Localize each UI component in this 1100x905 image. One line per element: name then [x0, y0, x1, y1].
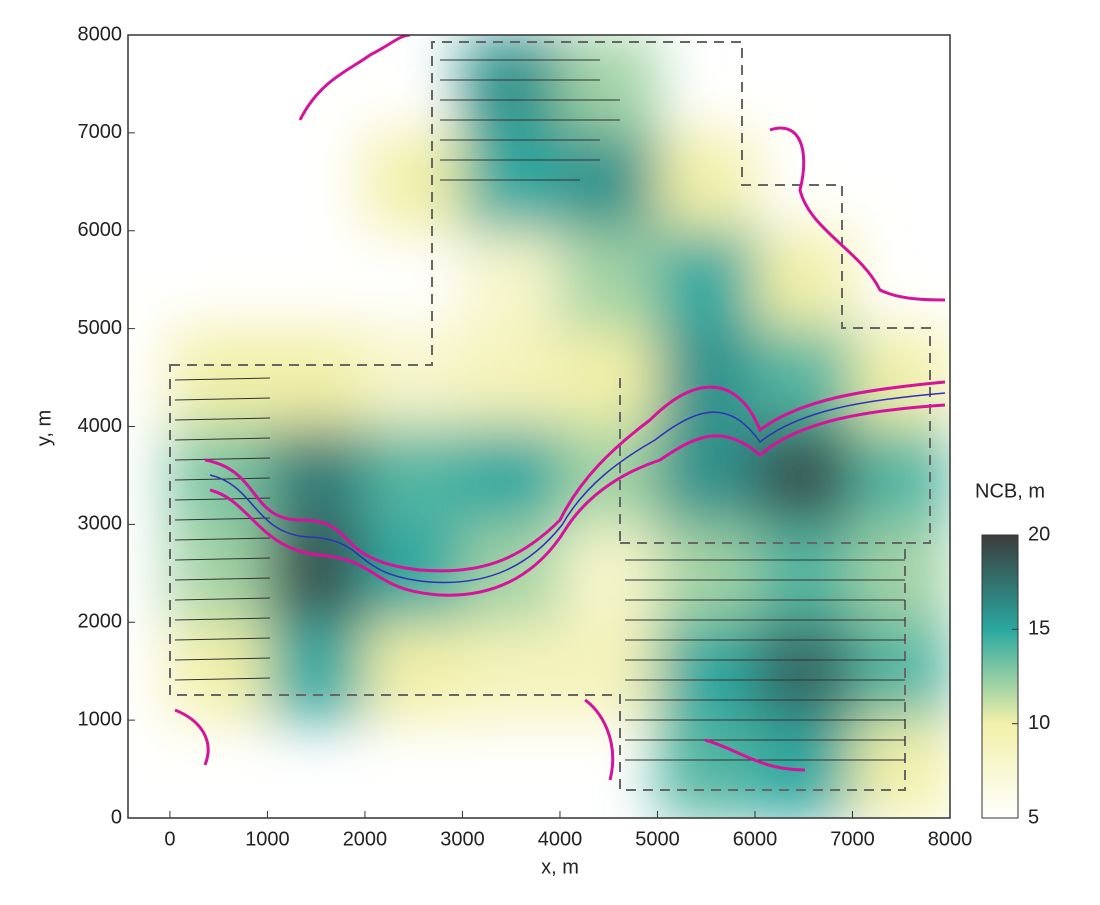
heat-cell [169, 622, 268, 721]
x-tick-label: 0 [164, 828, 175, 850]
y-tick-label: 2000 [78, 611, 123, 633]
heat-cell [559, 35, 658, 133]
heat-cell [657, 622, 755, 721]
heat-cell [169, 524, 268, 623]
heat-cell [657, 524, 755, 623]
contour [704, 738, 806, 772]
y-axis-label: y, m [33, 410, 55, 446]
heatmap [169, 35, 950, 818]
heat-cell [462, 35, 560, 133]
heat-cell [754, 230, 853, 329]
y-tick-label: 7000 [78, 121, 123, 143]
heat-cell [364, 524, 463, 623]
y-tick-label: 0 [111, 806, 122, 828]
contour [584, 698, 615, 781]
heat-cell [852, 524, 950, 623]
x-tick-label: 7000 [830, 828, 875, 850]
x-tick-label: 4000 [538, 828, 583, 850]
contours-inner [209, 392, 946, 584]
contour [209, 403, 946, 597]
heat-cell [267, 426, 365, 525]
contour [209, 392, 946, 584]
heat-cell [559, 328, 658, 427]
heat-cell [169, 328, 268, 427]
heat-cell [754, 328, 853, 427]
heat-cell [462, 230, 560, 329]
colorbar-tick-label: 15 [1028, 618, 1050, 640]
colorbar-tick-label: 5 [1028, 806, 1039, 828]
heat-cell [462, 622, 560, 721]
heat-cell [559, 230, 658, 329]
x-tick-label: 6000 [733, 828, 778, 850]
survey-zones [169, 41, 931, 791]
heat-cell [267, 328, 365, 427]
heat-cell [559, 426, 658, 525]
heat-cell [462, 524, 560, 623]
heat-cell [559, 132, 658, 231]
heat-cell [169, 426, 268, 525]
heat-cell [754, 622, 853, 721]
x-tick-label: 8000 [928, 828, 973, 850]
heat-cell [462, 426, 560, 525]
heat-cell [852, 426, 950, 525]
colorbar-tick-label: 20 [1028, 523, 1050, 545]
heat-cell [462, 132, 560, 231]
colorbar [981, 534, 1019, 819]
heat-cell [657, 720, 755, 818]
x-tick-label: 5000 [635, 828, 680, 850]
contour [204, 380, 946, 573]
zone-boundary [619, 378, 905, 544]
colorbar-tick-label: 10 [1028, 712, 1050, 734]
heat-cell [754, 426, 853, 525]
heat-cells [169, 35, 950, 818]
heat-cell [364, 622, 463, 721]
zone-boundary [169, 41, 931, 791]
contours [174, 35, 946, 781]
heat-cell [657, 230, 755, 329]
contour [174, 708, 210, 766]
x-tick-label: 3000 [440, 828, 485, 850]
heat-cell [364, 328, 463, 427]
heat-cell [852, 720, 950, 818]
x-tick-label: 2000 [343, 828, 388, 850]
heat-cell [754, 524, 853, 623]
line-set [625, 559, 905, 761]
heat-cell [364, 132, 463, 231]
contour [298, 35, 411, 121]
y-tick-label: 8000 [78, 23, 123, 45]
heat-cell [657, 426, 755, 525]
heat-cell [559, 524, 658, 623]
y-tick-label: 3000 [78, 513, 123, 535]
y-tick-label: 5000 [78, 317, 123, 339]
heat-cell [267, 622, 365, 721]
colorbar-label: NCB, m [975, 480, 1045, 502]
heat-cell [364, 426, 463, 525]
heat-cell [559, 622, 658, 721]
x-tick-label: 1000 [245, 828, 290, 850]
y-tick-label: 6000 [78, 219, 123, 241]
y-tick-label: 4000 [78, 415, 123, 437]
contour [769, 126, 946, 302]
heat-cell [267, 524, 365, 623]
x-axis-label: x, m [541, 856, 579, 878]
heat-cell [657, 132, 755, 231]
line-set [440, 59, 620, 181]
heat-cell [462, 328, 560, 427]
heat-cell [657, 328, 755, 427]
survey-lines [174, 59, 905, 761]
y-tick-label: 1000 [78, 708, 123, 730]
heat-cell [852, 622, 950, 721]
